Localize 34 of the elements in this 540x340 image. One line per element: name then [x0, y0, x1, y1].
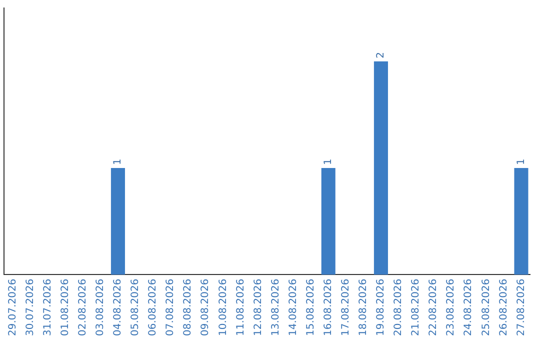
x-tick-label: 22.08.2026: [428, 278, 440, 336]
x-tick-label: 10.08.2026: [218, 278, 229, 336]
data-label: 1: [112, 158, 124, 166]
x-tick-label: 30.07.2026: [24, 278, 36, 336]
x-tick-label: 27.08.2026: [516, 278, 527, 336]
x-tick-label: 09.08.2026: [200, 278, 212, 336]
x-tick-label: 07.08.2026: [165, 278, 176, 336]
x-tick-label: 14.08.2026: [288, 278, 299, 336]
data-label: 1: [322, 158, 334, 166]
x-tick-label: 06.08.2026: [148, 278, 159, 336]
x-tick-label: 11.08.2026: [235, 278, 246, 336]
x-tick-label: 18.08.2026: [358, 278, 370, 336]
x-tick-label: 23.08.2026: [446, 278, 457, 336]
x-tick-label: 31.07.2026: [42, 278, 54, 336]
x-tick-label: 08.08.2026: [182, 278, 194, 336]
x-tick-label: 17.08.2026: [340, 278, 352, 336]
x-tick-label: 05.08.2026: [130, 278, 142, 336]
x-tick-label: 01.08.2026: [60, 278, 71, 336]
x-tick-label: 02.08.2026: [77, 278, 88, 336]
x-tick-label: 26.08.2026: [498, 278, 510, 336]
x-tick-label: 21.08.2026: [410, 278, 422, 336]
x-tick-label: 16.08.2026: [322, 278, 334, 336]
x-tick-label: 24.08.2026: [463, 278, 474, 336]
x-tick-label: 04.08.2026: [112, 278, 124, 336]
x-tick-label: 13.08.2026: [270, 278, 282, 336]
data-label: 1: [516, 158, 527, 166]
x-tick-label: 03.08.2026: [95, 278, 106, 336]
x-tick-label: 29.07.2026: [7, 278, 18, 336]
data-label: 2: [376, 52, 387, 58]
x-tick-label: 12.08.2026: [252, 278, 264, 336]
x-tick-label: 15.08.2026: [305, 278, 316, 336]
x-tick-label: 19.08.2026: [376, 278, 387, 336]
x-tick-label: 20.08.2026: [393, 278, 404, 336]
x-tick-label: 25.08.2026: [480, 278, 492, 336]
